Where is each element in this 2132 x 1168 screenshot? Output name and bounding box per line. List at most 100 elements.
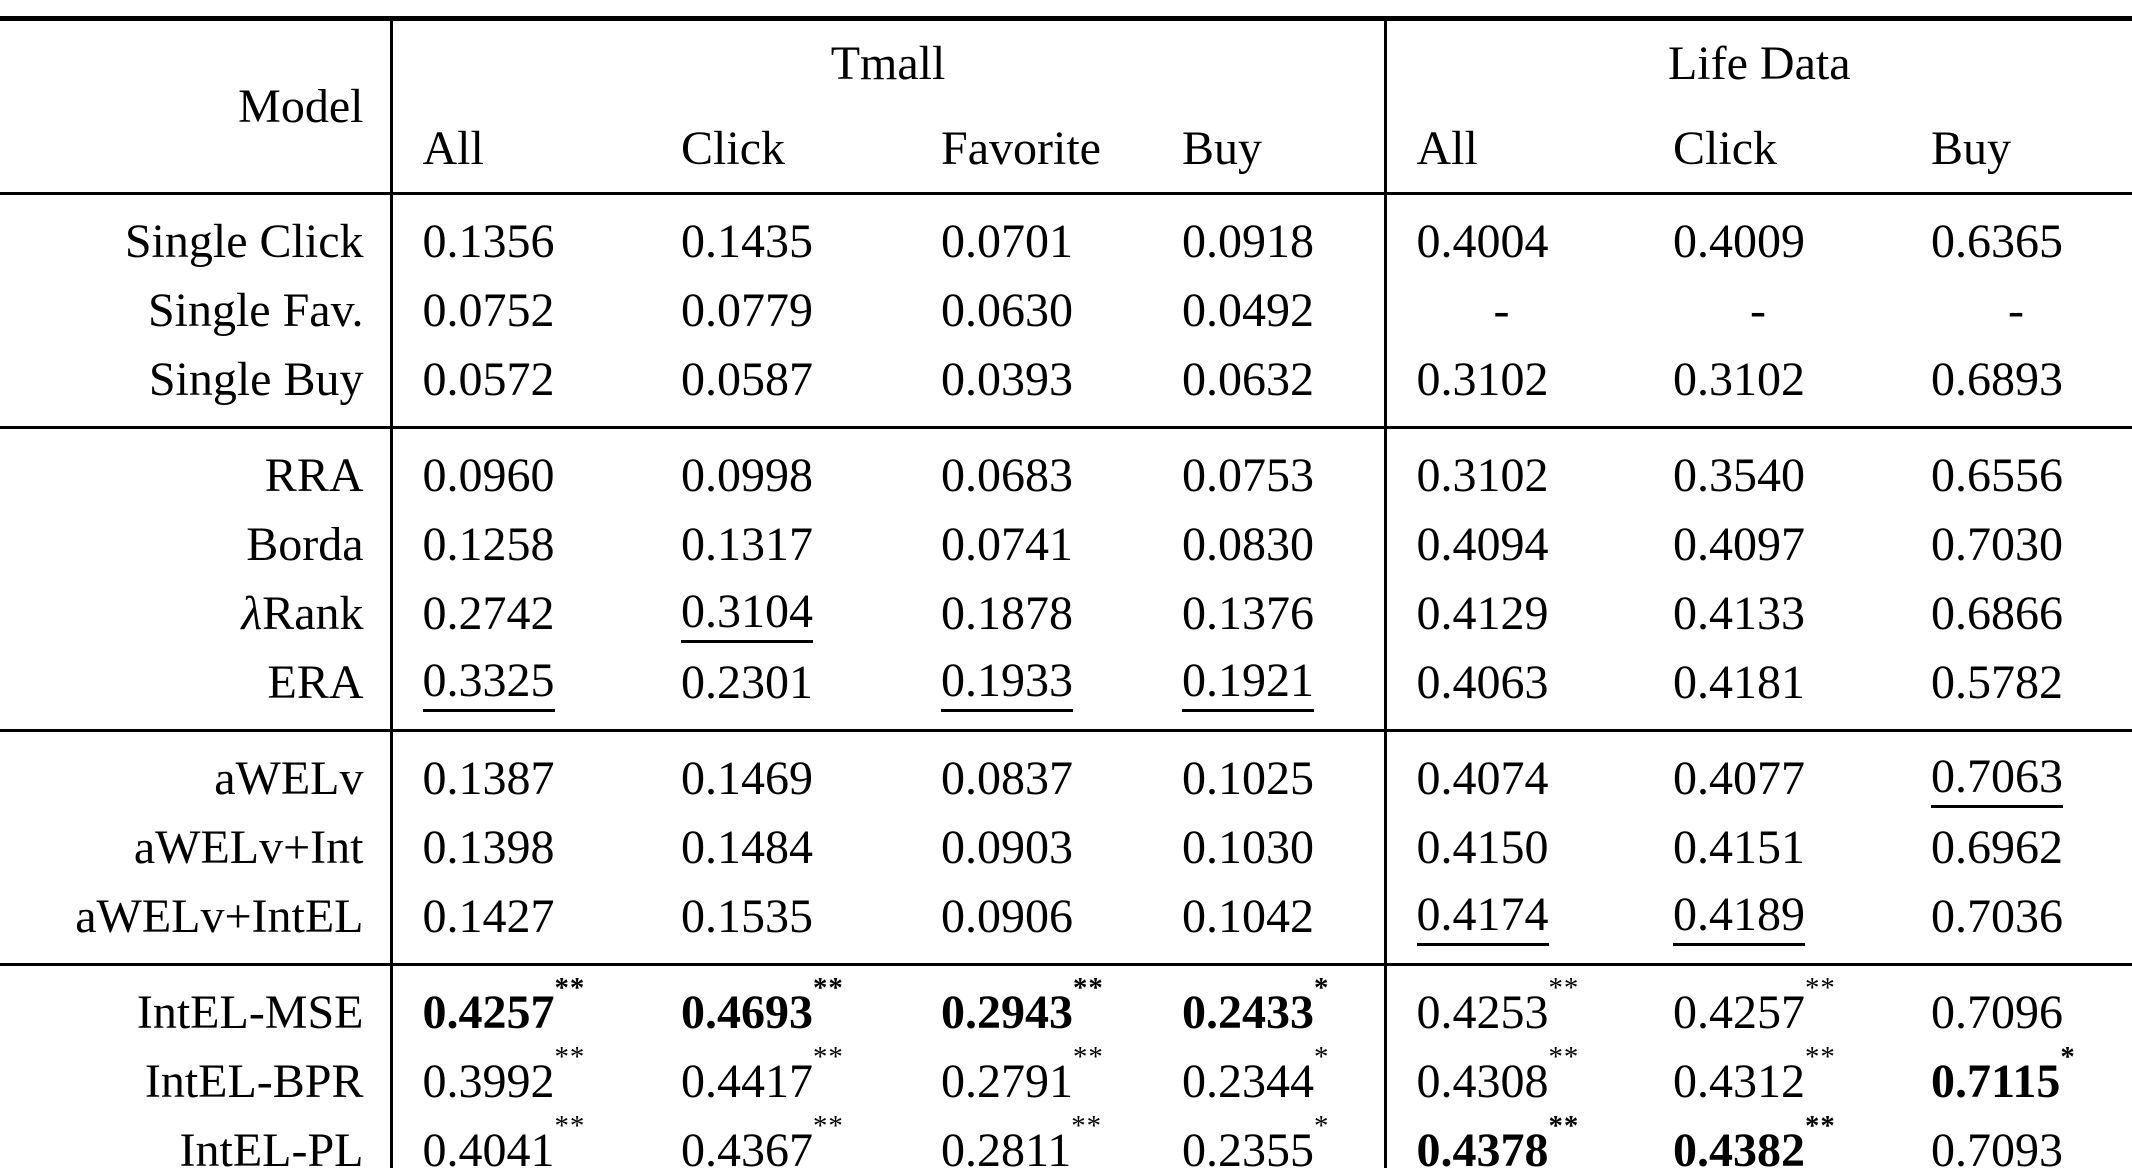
value-cell: 0.4041** <box>389 1111 651 1168</box>
metric-value: 0.1435 <box>681 215 813 268</box>
significance-stars: ** <box>1805 971 1836 1004</box>
table-row: Single Fav. 0.0752 0.0779 0.0630 0.0492 - - - <box>0 276 2132 345</box>
significance-stars: ** <box>1548 1040 1580 1073</box>
metric-value: 0.0630 <box>941 284 1073 337</box>
value-cell: 0.1435 <box>651 194 911 277</box>
value-cell: 0.4004 <box>1383 193 1644 276</box>
significance-stars: ** <box>1548 971 1580 1004</box>
value-cell: - <box>1901 276 2132 345</box>
value-cell: 0.2742 <box>389 579 651 648</box>
value-cell: 0.4378** <box>1383 1111 1644 1168</box>
metric-value: 0.2791 <box>941 1055 1073 1108</box>
metric-value: 0.4077 <box>1673 752 1806 805</box>
table-row: ERA 0.3325 0.2301 0.1933 0.1921 0.4063 0.4181 0… <box>0 648 2132 731</box>
metric-value: 0.0830 <box>1182 518 1314 571</box>
value-cell: 0.1933 <box>911 648 1152 731</box>
value-cell: 0.1042 <box>1152 882 1385 965</box>
significance-stars: ** <box>813 1040 844 1073</box>
metric-value: 0.5782 <box>1931 656 2064 709</box>
significance-stars: * <box>1314 1109 1330 1142</box>
metric-value: 0.1484 <box>681 821 813 874</box>
metric-value: 0.3102 <box>1416 449 1549 502</box>
significance-stars: ** <box>554 1040 586 1073</box>
metric-value: 0.2355 <box>1182 1124 1314 1168</box>
value-cell: 0.2355* <box>1152 1111 1385 1168</box>
significance-stars: ** <box>554 971 586 1004</box>
results-table: Model Tmall Life Data All Click Favorite… <box>0 16 2132 1168</box>
metric-value: 0.0572 <box>422 353 555 406</box>
metric-value: 0.1258 <box>422 518 555 571</box>
metric-value: 0.3992 <box>422 1055 555 1108</box>
value-cell: 0.1921 <box>1152 648 1385 731</box>
value-cell: 0.7036 <box>1901 882 2132 965</box>
metric-value: 0.0753 <box>1182 449 1314 502</box>
block-intel-variants: IntEL-MSE 0.4257** 0.4693** 0.2943** 0.2433*… <box>0 964 2132 1168</box>
metric-value: 0.6866 <box>1931 587 2064 640</box>
metric-value: 0.0918 <box>1182 215 1314 268</box>
metric-value: 0.4041 <box>422 1124 555 1168</box>
significance-stars: * <box>2060 1040 2076 1073</box>
value-cell: 0.2791** <box>911 1042 1152 1116</box>
metric-value: 0.4257 <box>422 986 555 1039</box>
value-cell: 0.1030 <box>1152 813 1385 882</box>
significance-stars: ** <box>554 1109 586 1142</box>
significance-stars: ** <box>813 971 844 1004</box>
value-cell: 0.3540 <box>1643 428 1901 511</box>
value-cell: 0.4257** <box>1643 965 1901 1048</box>
value-cell: 0.1025 <box>1152 731 1385 814</box>
table-row: IntEL-PL 0.4041** 0.4367** 0.2811** 0.2355* 0… <box>0 1111 2132 1168</box>
metric-value: 0.4181 <box>1673 656 1806 709</box>
value-cell: 0.7063 <box>1901 731 2132 814</box>
block-awelv-variants: aWELv 0.1387 0.1469 0.0837 0.1025 0.4074 0.407… <box>0 730 2132 965</box>
value-cell: 0.4312** <box>1643 1042 1901 1116</box>
column-header-tmall-buy: Buy <box>1182 122 1263 175</box>
value-cell: 0.0492 <box>1152 276 1385 345</box>
value-cell: 0.0741 <box>911 510 1152 579</box>
sub-header-row: All Click Favorite Buy All Click Buy <box>0 96 2132 194</box>
value-cell: 0.0572 <box>389 345 651 428</box>
significance-stars: ** <box>1073 1040 1104 1073</box>
metric-value: 0.3102 <box>1673 353 1806 406</box>
value-cell: 0.4308** <box>1383 1042 1644 1116</box>
metric-value: 0.3325 <box>422 655 555 712</box>
value-cell: 0.1387 <box>389 730 651 813</box>
metric-value: 0.4009 <box>1673 215 1806 268</box>
table-row: aWELv+IntEL 0.1427 0.1535 0.0906 0.1042 0.417… <box>0 882 2132 965</box>
row-label: Single Click <box>124 215 364 268</box>
value-cell: 0.3992** <box>389 1042 651 1116</box>
metric-value: 0.4308 <box>1416 1055 1549 1108</box>
significance-stars: ** <box>1071 1109 1103 1142</box>
value-cell: 0.3102 <box>1383 345 1644 428</box>
value-cell: 0.0830 <box>1152 510 1385 579</box>
metric-value: 0.4074 <box>1416 752 1549 805</box>
value-cell: 0.2811** <box>911 1111 1152 1168</box>
value-cell: - <box>1383 276 1644 345</box>
value-cell: 0.0587 <box>651 345 911 428</box>
value-cell: 0.7096 <box>1901 965 2132 1048</box>
value-cell: 0.4181 <box>1643 648 1901 731</box>
value-cell: 0.4097 <box>1643 510 1901 579</box>
value-cell: 0.4151 <box>1643 813 1901 882</box>
value-cell: 0.1317 <box>651 510 911 579</box>
significance-stars: * <box>1314 971 1330 1004</box>
value-cell: 0.7030 <box>1901 510 2132 579</box>
metric-value: 0.0903 <box>941 821 1073 874</box>
value-cell: 0.7093 <box>1901 1116 2132 1168</box>
table-row: Single Click 0.1356 0.1435 0.0701 0.0918 0.40… <box>0 193 2132 277</box>
group-header-life-data: Life Data <box>1383 18 2132 96</box>
row-label: λRank <box>241 587 364 640</box>
metric-value: 0.2811 <box>941 1124 1072 1168</box>
significance-stars: * <box>1314 1040 1330 1073</box>
value-cell: 0.2344* <box>1152 1042 1385 1116</box>
row-label: Borda <box>246 518 364 571</box>
value-cell: 0.4074 <box>1383 730 1644 813</box>
metric-value: 0.4253 <box>1416 986 1549 1039</box>
value-cell: 0.0837 <box>911 731 1152 814</box>
metric-value: 0.1933 <box>941 655 1073 712</box>
value-cell: 0.0779 <box>651 276 911 345</box>
row-label: Single Fav. <box>147 284 364 337</box>
significance-stars: ** <box>1548 1109 1580 1142</box>
row-label: IntEL-PL <box>179 1124 364 1168</box>
significance-stars: ** <box>813 1109 844 1142</box>
